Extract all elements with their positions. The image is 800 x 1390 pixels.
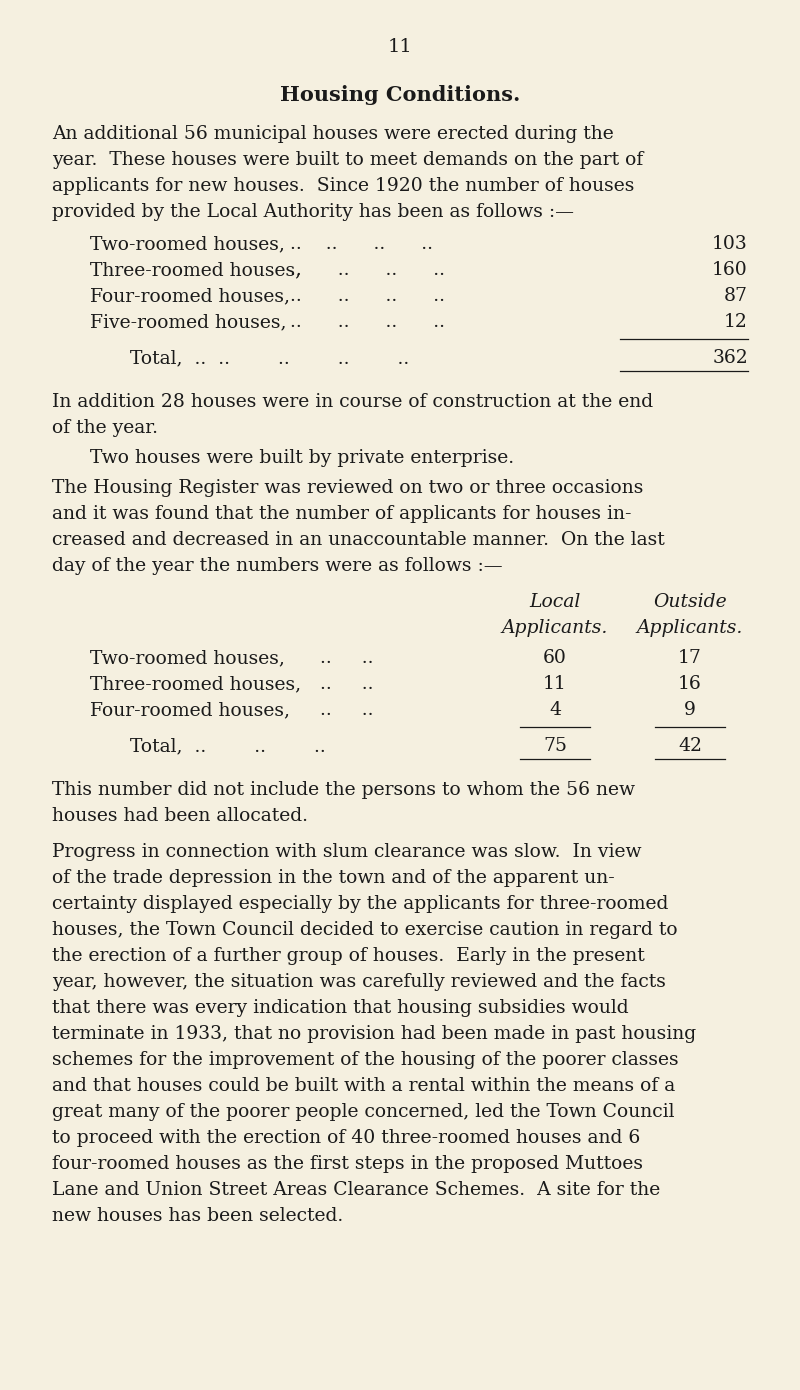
Text: new houses has been selected.: new houses has been selected. [52, 1207, 343, 1225]
Text: The Housing Register was reviewed on two or three occasions: The Housing Register was reviewed on two… [52, 480, 643, 498]
Text: ..     ..: .. .. [320, 701, 374, 719]
Text: In addition 28 houses were in course of construction at the end: In addition 28 houses were in course of … [52, 393, 653, 411]
Text: 60: 60 [543, 649, 567, 667]
Text: ..     ..: .. .. [320, 676, 374, 694]
Text: Outside: Outside [653, 594, 727, 612]
Text: Four-roomed houses,: Four-roomed houses, [90, 701, 290, 719]
Text: ..      ..      ..      ..: .. .. .. .. [290, 286, 445, 304]
Text: Applicants.: Applicants. [637, 619, 743, 637]
Text: 103: 103 [712, 235, 748, 253]
Text: 75: 75 [543, 737, 567, 755]
Text: 16: 16 [678, 676, 702, 694]
Text: 87: 87 [724, 286, 748, 304]
Text: Five-roomed houses,: Five-roomed houses, [90, 313, 286, 331]
Text: of the trade depression in the town and of the apparent un-: of the trade depression in the town and … [52, 869, 614, 887]
Text: ..    ..      ..      ..: .. .. .. .. [290, 235, 433, 253]
Text: and it was found that the number of applicants for houses in-: and it was found that the number of appl… [52, 505, 631, 523]
Text: creased and decreased in an unaccountable manner.  On the last: creased and decreased in an unaccountabl… [52, 531, 665, 549]
Text: houses, the Town Council decided to exercise caution in regard to: houses, the Town Council decided to exer… [52, 922, 678, 940]
Text: houses had been allocated.: houses had been allocated. [52, 808, 308, 826]
Text: 9: 9 [684, 701, 696, 719]
Text: that there was every indication that housing subsidies would: that there was every indication that hou… [52, 999, 629, 1017]
Text: great many of the poorer people concerned, led the Town Council: great many of the poorer people concerne… [52, 1104, 674, 1120]
Text: Three-roomed houses,: Three-roomed houses, [90, 676, 301, 694]
Text: Housing Conditions.: Housing Conditions. [280, 85, 520, 106]
Text: ..     ..: .. .. [320, 649, 374, 667]
Text: day of the year the numbers were as follows :—: day of the year the numbers were as foll… [52, 557, 502, 575]
Text: ..      ..      ..      ..: .. .. .. .. [290, 261, 445, 279]
Text: of the year.: of the year. [52, 418, 158, 436]
Text: to proceed with the erection of 40 three-roomed houses and 6: to proceed with the erection of 40 three… [52, 1129, 640, 1147]
Text: Three-roomed houses,: Three-roomed houses, [90, 261, 301, 279]
Text: 42: 42 [678, 737, 702, 755]
Text: This number did not include the persons to whom the 56 new: This number did not include the persons … [52, 781, 635, 799]
Text: Total,  ..  ..        ..        ..        ..: Total, .. .. .. .. .. [130, 349, 410, 367]
Text: year, however, the situation was carefully reviewed and the facts: year, however, the situation was careful… [52, 973, 666, 991]
Text: Applicants.: Applicants. [502, 619, 608, 637]
Text: 11: 11 [543, 676, 567, 694]
Text: certainty displayed especially by the applicants for three-roomed: certainty displayed especially by the ap… [52, 895, 668, 913]
Text: An additional 56 municipal houses were erected during the: An additional 56 municipal houses were e… [52, 125, 614, 143]
Text: ..      ..      ..      ..: .. .. .. .. [290, 313, 445, 331]
Text: Lane and Union Street Areas Clearance Schemes.  A site for the: Lane and Union Street Areas Clearance Sc… [52, 1182, 660, 1200]
Text: Local: Local [530, 594, 581, 612]
Text: Total,  ..        ..        ..: Total, .. .. .. [130, 737, 326, 755]
Text: Two houses were built by private enterprise.: Two houses were built by private enterpr… [90, 449, 514, 467]
Text: Two-roomed houses,: Two-roomed houses, [90, 235, 285, 253]
Text: four-roomed houses as the first steps in the proposed Muttoes: four-roomed houses as the first steps in… [52, 1155, 643, 1173]
Text: schemes for the improvement of the housing of the poorer classes: schemes for the improvement of the housi… [52, 1051, 678, 1069]
Text: and that houses could be built with a rental within the means of a: and that houses could be built with a re… [52, 1077, 675, 1095]
Text: 12: 12 [724, 313, 748, 331]
Text: 11: 11 [388, 38, 412, 56]
Text: Two-roomed houses,: Two-roomed houses, [90, 649, 285, 667]
Text: year.  These houses were built to meet demands on the part of: year. These houses were built to meet de… [52, 152, 643, 170]
Text: 160: 160 [712, 261, 748, 279]
Text: 17: 17 [678, 649, 702, 667]
Text: terminate in 1933, that no provision had been made in past housing: terminate in 1933, that no provision had… [52, 1024, 696, 1042]
Text: the erection of a further group of houses.  Early in the present: the erection of a further group of house… [52, 947, 645, 965]
Text: 362: 362 [712, 349, 748, 367]
Text: applicants for new houses.  Since 1920 the number of houses: applicants for new houses. Since 1920 th… [52, 177, 634, 195]
Text: 4: 4 [549, 701, 561, 719]
Text: Progress in connection with slum clearance was slow.  In view: Progress in connection with slum clearan… [52, 842, 642, 860]
Text: provided by the Local Authority has been as follows :—: provided by the Local Authority has been… [52, 203, 574, 221]
Text: Four-roomed houses,: Four-roomed houses, [90, 286, 290, 304]
